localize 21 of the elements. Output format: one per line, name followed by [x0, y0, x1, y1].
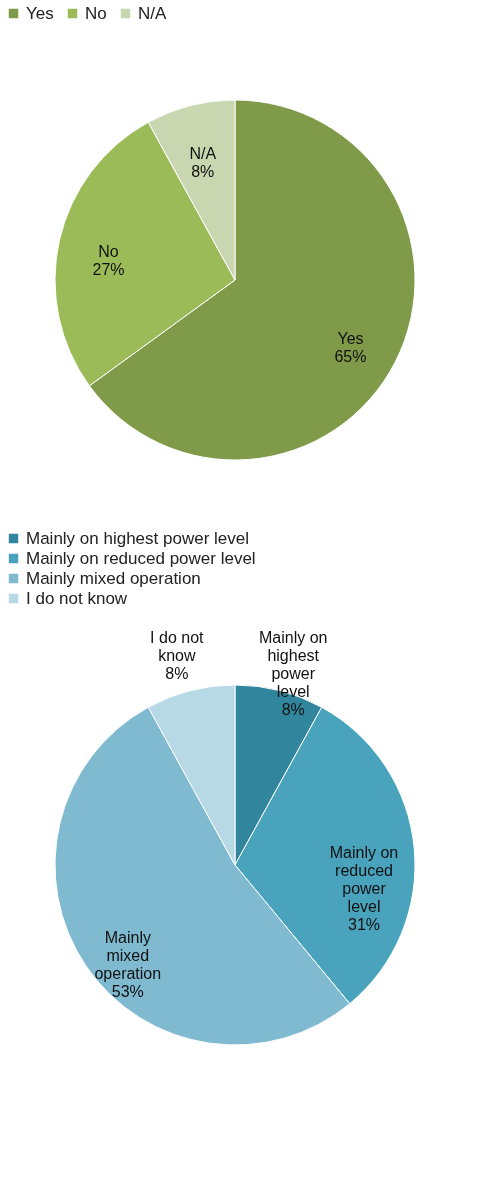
data-label: 27% — [92, 260, 125, 278]
legend-label: Mainly on reduced power level — [26, 548, 256, 568]
legend-label: I do not know — [26, 588, 128, 608]
slice-label: Mainly mixed operation — [94, 928, 162, 982]
data-label: 8% — [165, 665, 189, 683]
data-label: 65% — [334, 347, 367, 365]
data-label: 31% — [348, 915, 381, 933]
slice-label: No — [98, 242, 119, 260]
legend-label: Mainly on highest power level — [26, 528, 250, 548]
legend-label: Yes — [26, 3, 54, 23]
slice-label: N/A — [189, 145, 217, 163]
legend-label: N/A — [138, 3, 167, 23]
data-label: 8% — [281, 701, 305, 719]
data-label: 53% — [111, 982, 144, 1000]
slice-label: Mainly on highest power level — [258, 629, 328, 701]
slice-label: Mainly on reduced power level — [329, 843, 399, 915]
slice-label: I do not know — [150, 629, 205, 665]
data-label: 8% — [191, 163, 215, 181]
slice-label: Yes — [337, 329, 364, 347]
legend-label: No — [85, 3, 107, 23]
legend-label: Mainly mixed operation — [26, 568, 201, 588]
